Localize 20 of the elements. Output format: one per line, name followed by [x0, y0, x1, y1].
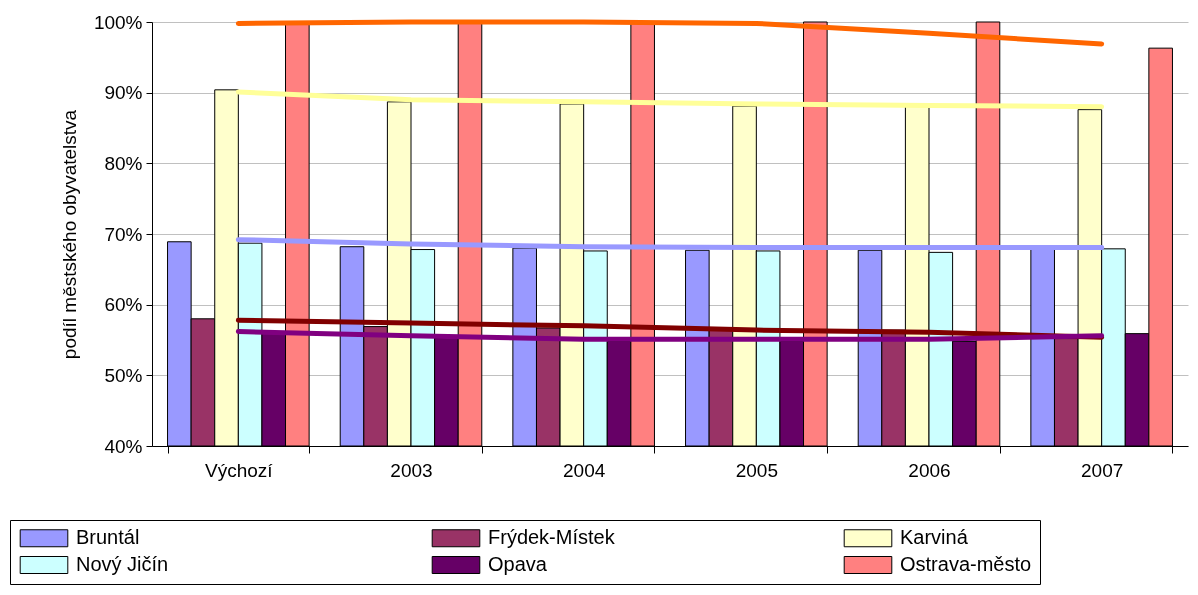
x-tick-label: 2003: [390, 459, 433, 481]
x-tick-label: Výchozí: [205, 459, 274, 481]
legend-label: Bruntál: [76, 526, 140, 549]
y-tick-label: 70%: [104, 223, 143, 245]
legend-label: Ostrava-město: [900, 553, 1032, 575]
x-tick-label: 2005: [735, 459, 778, 481]
x-tick-label: 2006: [908, 459, 951, 481]
legend-label: Nový Jičín: [76, 553, 169, 575]
x-tick-label: 2007: [1081, 459, 1124, 481]
x-tick-label: 2004: [563, 459, 606, 481]
legend-label: Opava: [488, 553, 548, 575]
y-axis-title: podíl městského obyvatelstva: [58, 109, 80, 360]
y-tick-label: 50%: [104, 364, 143, 386]
y-tick-label: 80%: [104, 152, 143, 174]
y-tick-label: 40%: [104, 435, 143, 457]
y-tick-label: 90%: [104, 82, 143, 104]
y-tick-label: 60%: [104, 294, 143, 316]
y-tick-label: 100%: [93, 11, 143, 33]
legend-label: Frýdek-Místek: [488, 526, 616, 549]
legend-label: Karviná: [900, 526, 969, 549]
